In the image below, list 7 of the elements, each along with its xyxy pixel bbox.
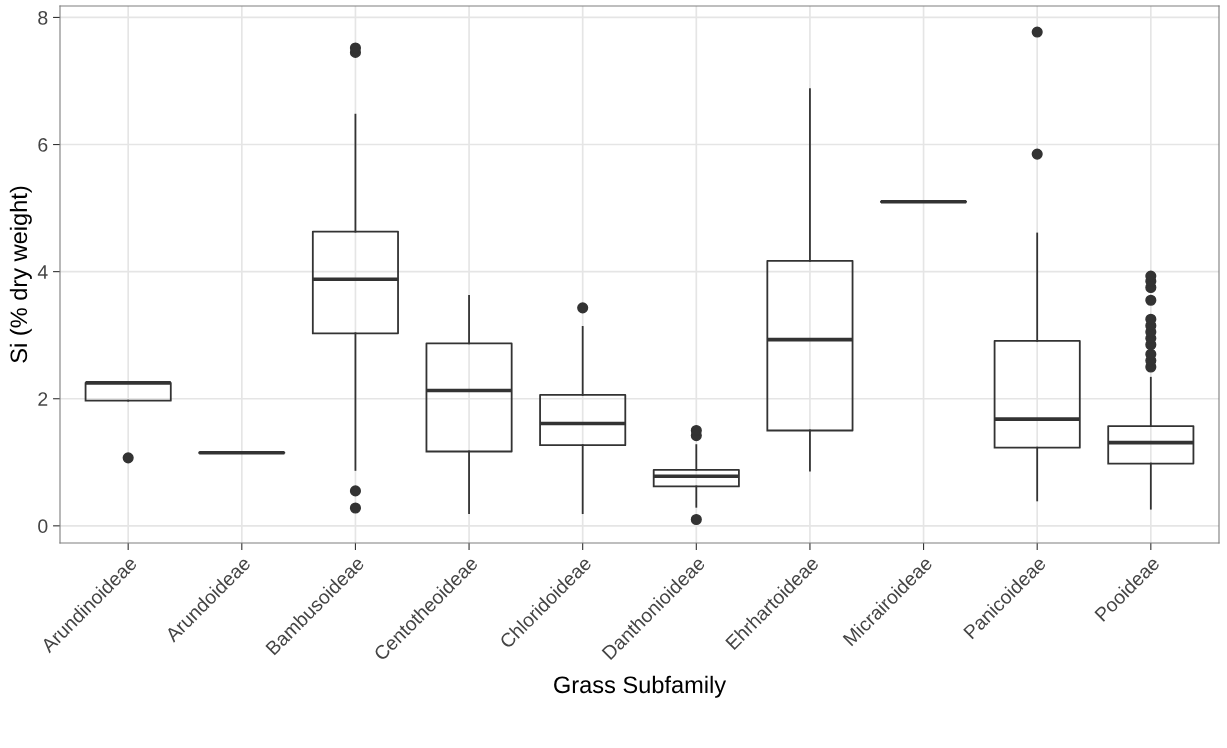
y-tick-label: 6 <box>38 138 48 152</box>
y-tick-label: 8 <box>38 10 48 25</box>
y-axis-title: Si (% dry weight) <box>9 186 32 363</box>
x-axis-title: Grass Subfamily <box>554 675 727 698</box>
y-tick-label: 4 <box>37 265 48 279</box>
y-tick-label: 2 <box>38 392 48 406</box>
y-tick-label: 0 <box>38 519 48 534</box>
